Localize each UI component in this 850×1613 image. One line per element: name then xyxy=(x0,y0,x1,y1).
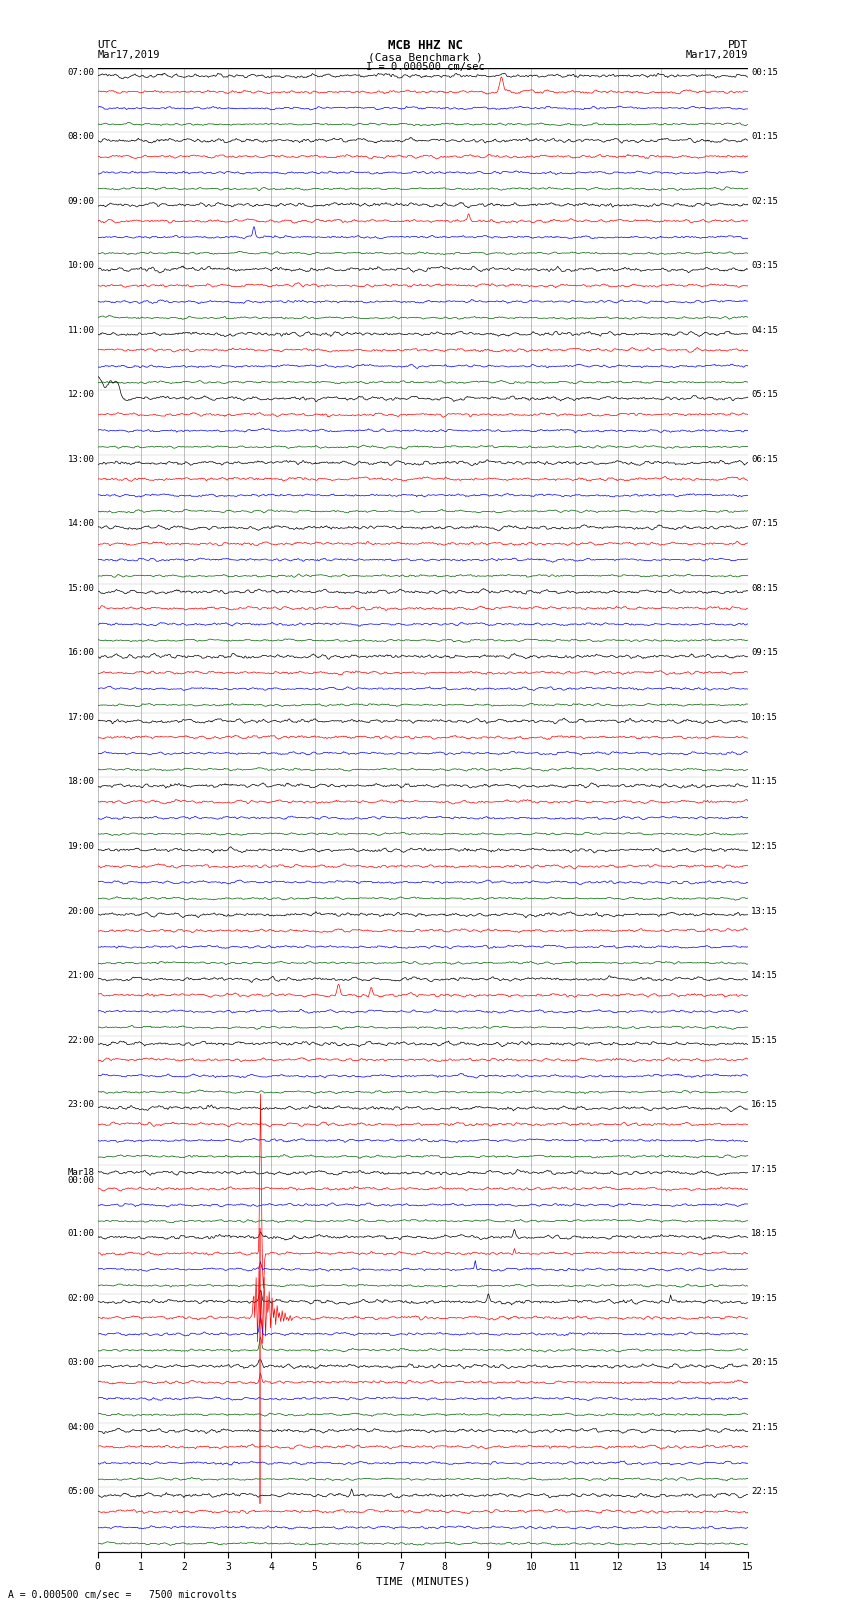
Text: 20:00: 20:00 xyxy=(68,907,94,916)
Text: 18:15: 18:15 xyxy=(751,1229,778,1239)
Text: 19:00: 19:00 xyxy=(68,842,94,852)
X-axis label: TIME (MINUTES): TIME (MINUTES) xyxy=(376,1576,470,1586)
Text: 16:00: 16:00 xyxy=(68,648,94,658)
Text: UTC: UTC xyxy=(98,40,118,50)
Text: 04:00: 04:00 xyxy=(68,1423,94,1432)
Text: 10:15: 10:15 xyxy=(751,713,778,723)
Text: 20:15: 20:15 xyxy=(751,1358,778,1368)
Text: 08:00: 08:00 xyxy=(68,132,94,142)
Text: 23:00: 23:00 xyxy=(68,1100,94,1110)
Text: 19:15: 19:15 xyxy=(751,1294,778,1303)
Text: 22:00: 22:00 xyxy=(68,1036,94,1045)
Text: 21:15: 21:15 xyxy=(751,1423,778,1432)
Text: 01:15: 01:15 xyxy=(751,132,778,142)
Text: 03:15: 03:15 xyxy=(751,261,778,271)
Text: MCB HHZ NC: MCB HHZ NC xyxy=(388,39,462,52)
Text: 04:15: 04:15 xyxy=(751,326,778,336)
Text: 14:15: 14:15 xyxy=(751,971,778,981)
Text: 21:00: 21:00 xyxy=(68,971,94,981)
Text: 14:00: 14:00 xyxy=(68,519,94,529)
Text: 15:15: 15:15 xyxy=(751,1036,778,1045)
Text: 01:00: 01:00 xyxy=(68,1229,94,1239)
Text: A = 0.000500 cm/sec =   7500 microvolts: A = 0.000500 cm/sec = 7500 microvolts xyxy=(8,1590,238,1600)
Text: 07:00: 07:00 xyxy=(68,68,94,77)
Text: Mar18: Mar18 xyxy=(68,1168,94,1177)
Text: 02:00: 02:00 xyxy=(68,1294,94,1303)
Text: 03:00: 03:00 xyxy=(68,1358,94,1368)
Text: 02:15: 02:15 xyxy=(751,197,778,206)
Text: 07:15: 07:15 xyxy=(751,519,778,529)
Text: 00:15: 00:15 xyxy=(751,68,778,77)
Text: 16:15: 16:15 xyxy=(751,1100,778,1110)
Text: 06:15: 06:15 xyxy=(751,455,778,465)
Text: Mar17,2019: Mar17,2019 xyxy=(685,50,748,60)
Text: Mar17,2019: Mar17,2019 xyxy=(98,50,161,60)
Text: I = 0.000500 cm/sec: I = 0.000500 cm/sec xyxy=(366,61,484,71)
Text: 13:15: 13:15 xyxy=(751,907,778,916)
Text: 05:00: 05:00 xyxy=(68,1487,94,1497)
Text: 13:00: 13:00 xyxy=(68,455,94,465)
Text: 08:15: 08:15 xyxy=(751,584,778,594)
Text: 11:15: 11:15 xyxy=(751,777,778,787)
Text: 09:00: 09:00 xyxy=(68,197,94,206)
Text: 17:00: 17:00 xyxy=(68,713,94,723)
Text: 17:15: 17:15 xyxy=(751,1165,778,1174)
Text: PDT: PDT xyxy=(728,40,748,50)
Text: 00:00: 00:00 xyxy=(68,1176,94,1186)
Text: 22:15: 22:15 xyxy=(751,1487,778,1497)
Text: 10:00: 10:00 xyxy=(68,261,94,271)
Text: 05:15: 05:15 xyxy=(751,390,778,400)
Text: 09:15: 09:15 xyxy=(751,648,778,658)
Text: 15:00: 15:00 xyxy=(68,584,94,594)
Text: (Casa Benchmark ): (Casa Benchmark ) xyxy=(367,52,483,63)
Text: 11:00: 11:00 xyxy=(68,326,94,336)
Text: 12:15: 12:15 xyxy=(751,842,778,852)
Text: 12:00: 12:00 xyxy=(68,390,94,400)
Text: 18:00: 18:00 xyxy=(68,777,94,787)
